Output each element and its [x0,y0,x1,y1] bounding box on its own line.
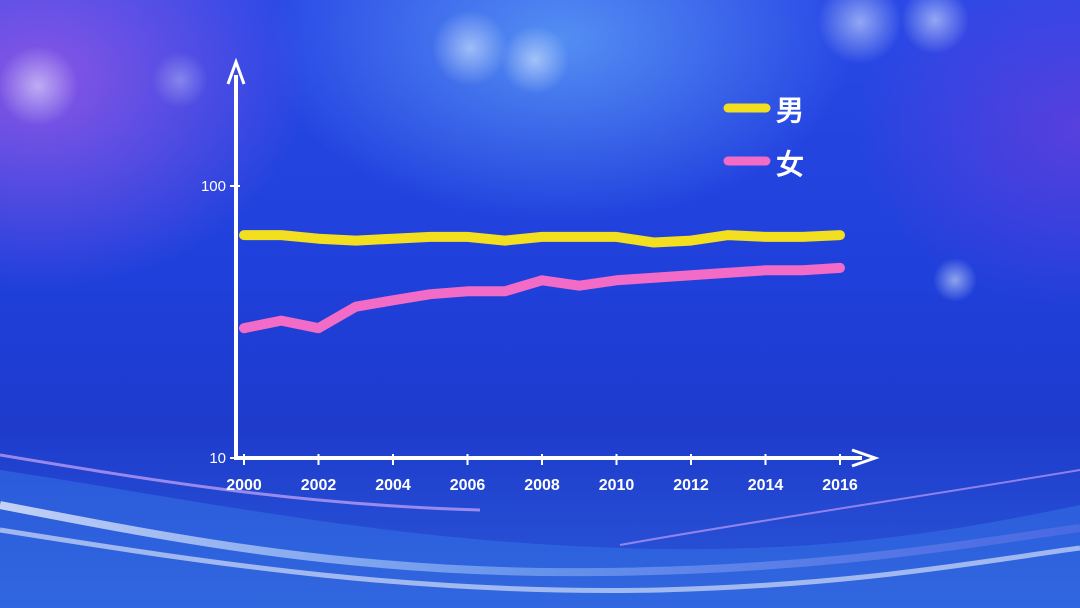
x-tick-label: 2000 [226,477,262,494]
x-axis-arrow-icon [851,448,880,468]
series-line-male [239,230,845,248]
y-ticks: 100 10 [201,178,240,467]
x-tick-label: 2004 [375,477,411,494]
y-axis-arrow-icon [226,57,246,85]
decorative-light-waves [0,453,1080,608]
x-tick-label: 2008 [524,477,560,494]
x-tick-label: 2010 [599,477,635,494]
legend-label-female: 女 [776,148,804,181]
x-tick-label: 2006 [450,477,486,494]
x-tick-label: 2002 [301,477,337,494]
x-ticks: 2000 2002 2004 2006 2008 2010 2012 2014 2016 [226,454,858,494]
x-tick-label: 2014 [748,477,784,494]
axes [226,57,880,468]
legend: 男 女 [723,94,804,181]
x-tick-label: 2016 [822,477,858,494]
decorative-bokeh-lights [0,0,977,302]
legend-label-male: 男 [776,94,804,127]
x-tick-label: 2012 [673,477,709,494]
series-line-female [239,262,845,334]
y-tick-label: 100 [201,178,226,195]
data-series [239,230,845,334]
y-tick-label: 10 [209,450,226,467]
